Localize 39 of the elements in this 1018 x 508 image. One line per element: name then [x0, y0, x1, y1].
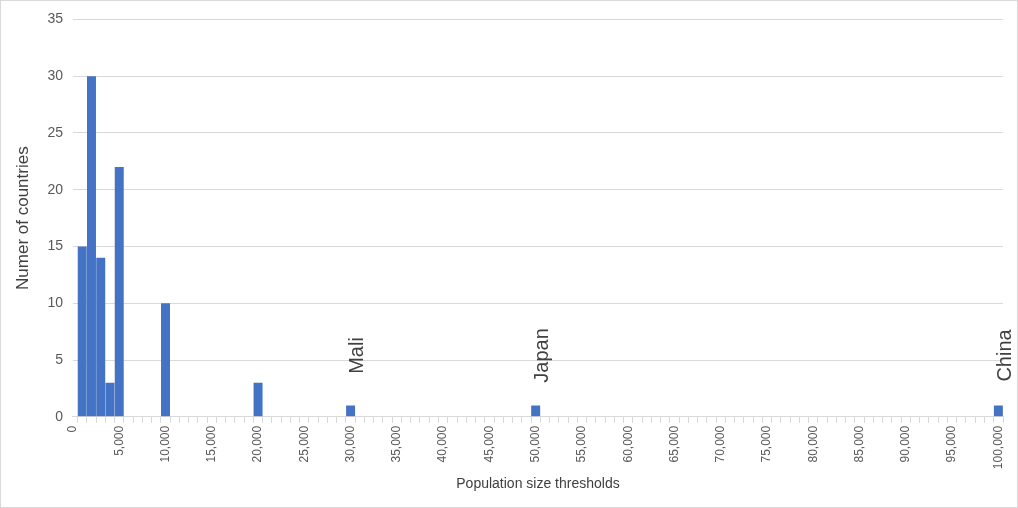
bar	[531, 405, 541, 417]
x-tick-label: 95,000	[944, 425, 959, 463]
x-tick-label: 50,000	[527, 425, 542, 463]
bar	[253, 382, 263, 417]
x-tick-label: 15,000	[204, 425, 219, 463]
bar	[346, 405, 356, 417]
y-tick-label: 30	[47, 67, 64, 84]
y-axis-title: Numer of countries	[12, 146, 32, 290]
x-tick-label: 40,000	[435, 425, 450, 463]
x-tick-label: 70,000	[713, 425, 728, 463]
y-tick-label: 25	[47, 123, 64, 140]
y-tick-label: 10	[47, 294, 64, 311]
x-tick-label: 90,000	[898, 425, 913, 463]
y-tick-label: 15	[47, 237, 64, 254]
x-tick-label: 65,000	[666, 425, 681, 463]
annotation: Mali	[345, 337, 368, 374]
bar	[993, 405, 1003, 417]
x-tick-label: 55,000	[574, 425, 589, 463]
x-tick-label: 100,000	[990, 425, 1005, 470]
x-tick-label: 30,000	[342, 425, 357, 463]
y-tick-label: 0	[55, 407, 64, 424]
x-tick-label: 75,000	[759, 425, 774, 463]
bar	[161, 303, 170, 417]
y-tick-label: 20	[47, 180, 64, 197]
x-tick-label: 80,000	[805, 425, 820, 463]
x-tick-label: 85,000	[851, 425, 866, 463]
x-tick-label: 25,000	[296, 425, 311, 463]
x-tick-label: 5,000	[111, 425, 126, 456]
annotation: Japan	[530, 328, 553, 383]
x-tick-label: 0	[65, 425, 80, 433]
y-tick-label: 35	[47, 10, 64, 27]
y-tick-label: 5	[55, 350, 64, 367]
x-tick-label: 35,000	[389, 425, 404, 463]
x-tick-label: 45,000	[481, 425, 496, 463]
x-tick-label: 10,000	[157, 425, 172, 463]
x-tick-label: 60,000	[620, 425, 635, 463]
annotation: China	[992, 328, 1015, 382]
x-axis-title: Population size thresholds	[456, 475, 620, 492]
x-tick-label: 20,000	[250, 425, 265, 463]
